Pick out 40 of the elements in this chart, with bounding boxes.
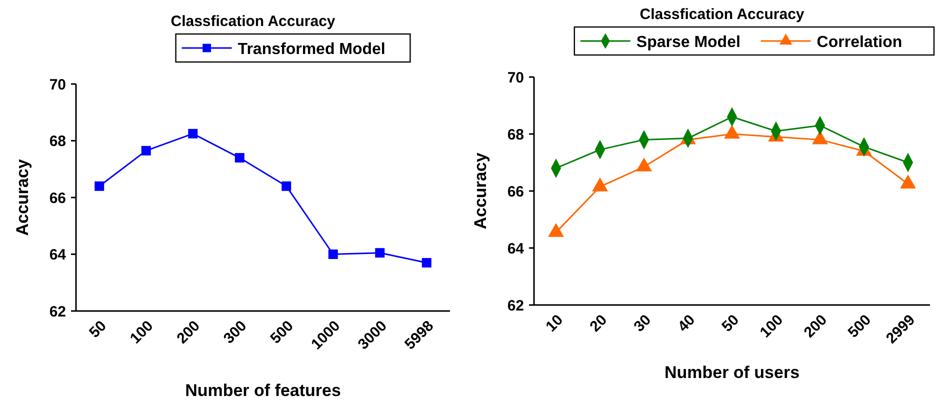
point: [141, 146, 151, 156]
legend-label: Sparse Model: [636, 34, 740, 51]
point: [234, 153, 244, 163]
y-axis-title: Accuracy: [13, 158, 32, 236]
y-tick-label: 66: [49, 190, 66, 207]
x-tick-label: 50: [718, 312, 743, 336]
y-tick-label: 62: [49, 303, 66, 320]
point: [375, 248, 385, 258]
x-tick-label: 50: [86, 318, 110, 342]
point: [328, 250, 338, 259]
x-axis-title: Number of users: [664, 363, 800, 382]
y-tick-label: 68: [507, 126, 524, 144]
x-tick-label: 100: [756, 312, 787, 342]
x-tick-label: 30: [630, 312, 655, 336]
y-tick-label: 62: [507, 297, 524, 314]
x-tick-label: 500: [844, 312, 875, 342]
y-axis-title: Accuracy: [471, 152, 490, 230]
chart-title: Classfication Accuracy: [170, 13, 336, 30]
x-tick-label: 10: [542, 312, 567, 336]
point: [282, 181, 292, 191]
point: [188, 128, 198, 138]
y-tick-label: 66: [507, 183, 524, 200]
x-tick-label: 40: [674, 312, 699, 336]
point: [94, 181, 104, 191]
x-tick-label: 500: [267, 318, 297, 348]
point: [422, 258, 432, 268]
legend-label: Transformed Model: [238, 41, 386, 58]
y-tick-label: 64: [49, 246, 67, 264]
y-tick-label: 68: [49, 133, 66, 150]
y-tick-label: 70: [507, 69, 524, 86]
x-tick-label: 200: [800, 312, 831, 342]
legend-label: Correlation: [816, 34, 902, 51]
x-axis-title: Number of features: [185, 381, 341, 400]
chart-title: Classfication Accuracy: [640, 6, 805, 23]
x-tick-label: 20: [586, 312, 611, 336]
y-tick-label: 70: [49, 76, 66, 94]
x-tick-label: 300: [220, 318, 250, 348]
y-tick-label: 64: [507, 240, 525, 258]
x-tick-label: 100: [126, 318, 157, 348]
x-tick-label: 200: [174, 318, 204, 348]
